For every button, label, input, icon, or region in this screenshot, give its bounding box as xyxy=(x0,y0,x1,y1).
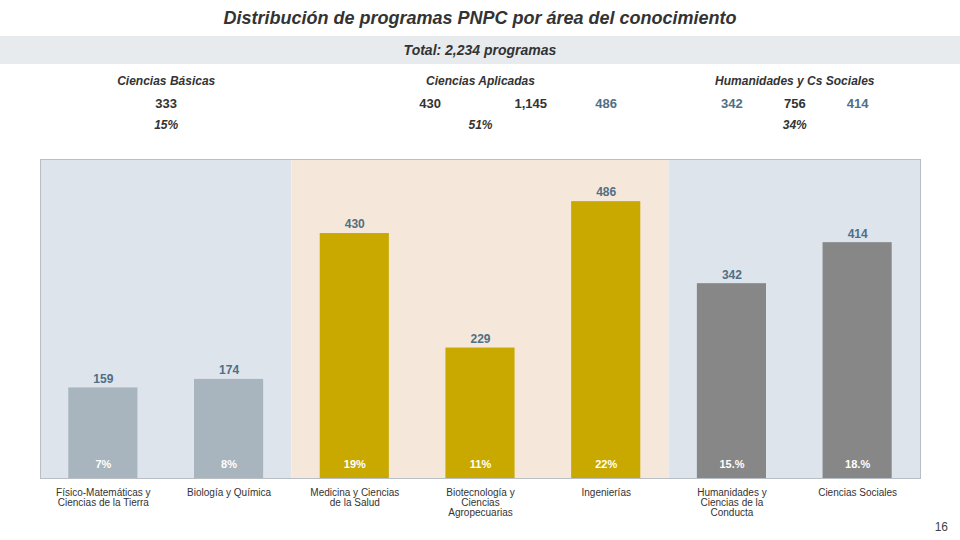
svg-text:486: 486 xyxy=(596,185,616,199)
svg-text:159: 159 xyxy=(93,372,113,386)
svg-text:Humanidades y Cs Sociales: Humanidades y Cs Sociales xyxy=(715,74,875,88)
svg-text:15.%: 15.% xyxy=(719,458,744,470)
svg-text:486: 486 xyxy=(595,96,617,111)
svg-text:Ciencias Básicas: Ciencias Básicas xyxy=(117,74,215,88)
svg-text:430: 430 xyxy=(345,217,365,231)
svg-text:15%: 15% xyxy=(154,118,178,132)
svg-text:Físico-Matemáticas yCiencias d: Físico-Matemáticas yCiencias de la Tierr… xyxy=(56,487,150,508)
svg-text:Biología y Química: Biología y Química xyxy=(187,487,271,498)
svg-text:22%: 22% xyxy=(595,458,617,470)
svg-text:756: 756 xyxy=(784,96,806,111)
svg-text:342: 342 xyxy=(721,96,743,111)
html-text:16: 16 xyxy=(934,520,948,534)
svg-text:Biotecnología yCienciasAgropec: Biotecnología yCienciasAgropecuarias xyxy=(446,487,514,518)
svg-text:Ingenierías: Ingenierías xyxy=(581,487,630,498)
svg-text:Medicina y Cienciasde la Salud: Medicina y Cienciasde la Salud xyxy=(310,487,399,508)
svg-text:11%: 11% xyxy=(470,458,492,470)
svg-text:34%: 34% xyxy=(783,118,807,132)
svg-text:333: 333 xyxy=(155,96,177,111)
svg-text:342: 342 xyxy=(722,268,742,282)
svg-text:430: 430 xyxy=(419,96,441,111)
svg-text:Humanidades yCiencias de laCon: Humanidades yCiencias de laConducta xyxy=(697,487,766,518)
svg-text:174: 174 xyxy=(219,363,239,377)
svg-text:Ciencias Aplicadas: Ciencias Aplicadas xyxy=(426,74,535,88)
svg-text:414: 414 xyxy=(848,227,868,241)
html-text:Total: 2,234 programas: Total: 2,234 programas xyxy=(403,42,557,58)
svg-text:414: 414 xyxy=(847,96,869,111)
svg-text:Ciencias Sociales: Ciencias Sociales xyxy=(818,487,897,498)
svg-text:19%: 19% xyxy=(344,458,366,470)
html-text:Distribución de programas PNPC: Distribución de programas PNPC por área … xyxy=(223,8,737,28)
svg-text:229: 229 xyxy=(470,332,490,346)
svg-text:1,145: 1,145 xyxy=(515,96,548,111)
svg-text:18.%: 18.% xyxy=(845,458,870,470)
svg-text:51%: 51% xyxy=(468,118,492,132)
svg-text:7%: 7% xyxy=(95,458,111,470)
svg-text:8%: 8% xyxy=(221,458,237,470)
